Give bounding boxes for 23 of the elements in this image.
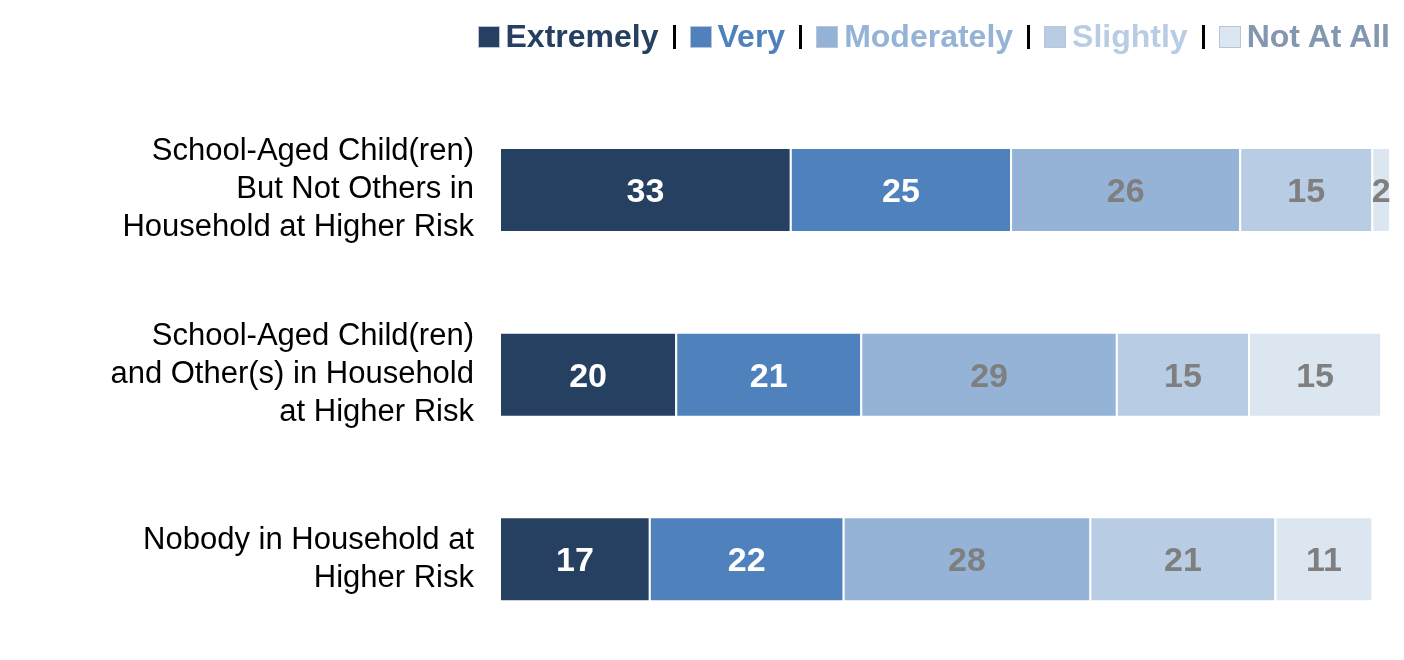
legend-label: Not At All [1246, 18, 1390, 55]
data-label: 22 [727, 540, 766, 579]
data-label: 11 [1305, 540, 1342, 579]
data-label: 33 [626, 171, 665, 210]
legend-label: Moderately [844, 18, 1014, 55]
y-tick-label: School-Aged Child(ren) and Other(s) in Household at Higher Risk [110, 317, 475, 429]
data-label: 20 [569, 355, 608, 394]
legend-label: Slightly [1072, 18, 1188, 55]
data-label: 29 [970, 355, 1008, 394]
data-label: 28 [948, 540, 986, 579]
data-label: 21 [1164, 540, 1202, 579]
data-label: 15 [1296, 355, 1335, 394]
y-tick-label: School-Aged Child(ren) But Not Others in Household at Higher Risk [122, 132, 475, 244]
data-label: 2 [1371, 171, 1391, 210]
legend-label: Very [717, 18, 786, 55]
data-label: 15 [1164, 355, 1202, 394]
data-label: 15 [1287, 171, 1326, 210]
data-label: 17 [555, 540, 594, 579]
data-label: 26 [1106, 171, 1145, 210]
y-tick-label: Nobody in Household at Higher Risk [143, 520, 475, 594]
legend-label: Extremely [505, 18, 659, 55]
data-label: 21 [749, 355, 788, 394]
data-label: 25 [882, 171, 920, 210]
